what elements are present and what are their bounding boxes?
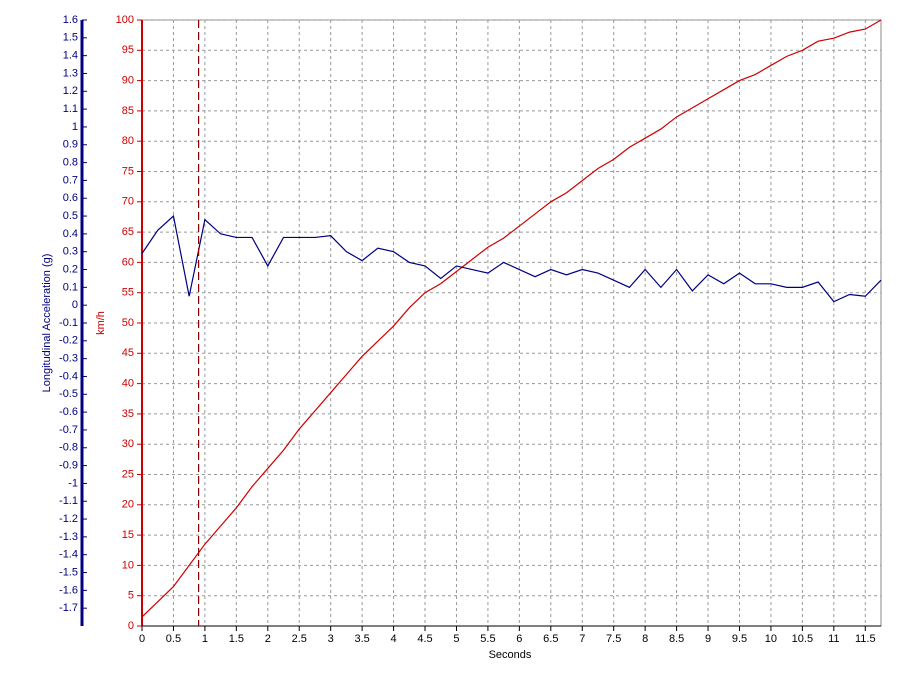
- y2-tick-label: -1.6: [59, 584, 78, 596]
- y2-tick-label: 0.1: [63, 281, 78, 293]
- y-tick-label: 10: [122, 559, 134, 571]
- y-tick-label: 45: [122, 347, 134, 359]
- y2-tick-label: -0.2: [59, 335, 78, 347]
- x-tick-label: 3.5: [354, 633, 369, 645]
- y-tick-label: 70: [122, 196, 134, 208]
- y2-tick-label: -0.9: [59, 459, 78, 471]
- y-tick-label: 75: [122, 165, 134, 177]
- y2-tick-label: -1.2: [59, 513, 78, 525]
- y2-tick-label: -0.5: [59, 388, 78, 400]
- x-tick-label: 7.5: [606, 633, 621, 645]
- y2-tick-label: -1.3: [59, 531, 78, 543]
- y-tick-label: 50: [122, 317, 134, 329]
- y2-tick-label: 1.1: [63, 103, 78, 115]
- series-line: [141, 19, 882, 618]
- x-tick-label: 8: [642, 633, 648, 645]
- y-tick-label: 30: [122, 438, 134, 450]
- y2-tick-label: -0.6: [59, 406, 78, 418]
- y2-tick-label: -1.7: [59, 602, 78, 614]
- series-line: [141, 214, 882, 303]
- y-tick-label: 35: [122, 408, 134, 420]
- y2-tick-label: 0.2: [63, 263, 78, 275]
- y2-tick-label: 0.3: [63, 246, 78, 258]
- y-tick-label: 40: [122, 378, 134, 390]
- y-tick-label: 15: [122, 529, 134, 541]
- x-tick-label: 6.5: [543, 633, 558, 645]
- x-tick-label: 4: [391, 633, 397, 645]
- y-tick-label: 85: [122, 105, 134, 117]
- y-tick-label: 65: [122, 226, 134, 238]
- x-tick-label: 0: [139, 633, 145, 645]
- y2-tick-label: -0.7: [59, 424, 78, 436]
- y2-tick-label: -1: [68, 477, 78, 489]
- y-tick-label: 0: [128, 620, 134, 632]
- x-tick-label: 0.5: [166, 633, 181, 645]
- x-axis-label: Seconds: [489, 649, 532, 661]
- y2-tick-label: -0.3: [59, 353, 78, 365]
- x-tick-label: 2.5: [292, 633, 307, 645]
- x-tick-label: 8.5: [669, 633, 684, 645]
- x-tick-label: 11.5: [855, 633, 876, 645]
- y2-tick-label: 1: [72, 121, 78, 133]
- x-tick-label: 5.5: [480, 633, 495, 645]
- y2-tick-label: 1.3: [63, 67, 78, 79]
- y-tick-label: 100: [116, 14, 134, 26]
- y-axis-label: km/h: [95, 311, 107, 335]
- y-tick-label: 25: [122, 468, 134, 480]
- y2-tick-label: -0.1: [59, 317, 78, 329]
- y-tick-label: 20: [122, 499, 134, 511]
- x-tick-label: 6: [516, 633, 522, 645]
- y2-tick-label: -0.4: [59, 370, 78, 382]
- y2-axis-label: Longitudinal Acceleration (g): [41, 254, 53, 393]
- y2-tick-label: 1.2: [63, 85, 78, 97]
- y2-tick-label: 1.5: [63, 32, 78, 44]
- y2-tick-label: -1.4: [59, 549, 78, 561]
- y2-tick-label: 0.6: [63, 192, 78, 204]
- y2-tick-label: 0.7: [63, 174, 78, 186]
- x-tick-label: 9: [705, 633, 711, 645]
- x-tick-label: 7: [579, 633, 585, 645]
- y2-tick-label: -1.1: [59, 495, 78, 507]
- y2-tick-label: 1.6: [63, 14, 78, 26]
- y2-tick-label: 0: [72, 299, 78, 311]
- y2-tick-label: 0.5: [63, 210, 78, 222]
- x-tick-label: 3: [328, 633, 334, 645]
- x-tick-label: 5: [453, 633, 459, 645]
- x-tick-label: 2: [265, 633, 271, 645]
- y-tick-label: 95: [122, 44, 134, 56]
- y2-tick-label: 1.4: [63, 50, 78, 62]
- y-tick-label: 80: [122, 135, 134, 147]
- y2-tick-label: -0.8: [59, 442, 78, 454]
- x-tick-label: 11: [828, 633, 839, 645]
- x-tick-label: 10: [765, 633, 777, 645]
- x-tick-label: 10.5: [792, 633, 813, 645]
- x-tick-label: 9.5: [732, 633, 747, 645]
- y2-tick-label: 0.4: [63, 228, 78, 240]
- x-tick-label: 1: [202, 633, 208, 645]
- y-tick-label: 90: [122, 75, 134, 87]
- y-tick-label: 5: [128, 590, 134, 602]
- y-tick-label: 55: [122, 287, 134, 299]
- x-tick-label: 1.5: [229, 633, 244, 645]
- y-tick-label: 60: [122, 256, 134, 268]
- x-tick-label: 4.5: [417, 633, 432, 645]
- y2-tick-label: -1.5: [59, 566, 78, 578]
- y2-tick-label: 0.8: [63, 156, 78, 168]
- y2-tick-label: 0.9: [63, 139, 78, 151]
